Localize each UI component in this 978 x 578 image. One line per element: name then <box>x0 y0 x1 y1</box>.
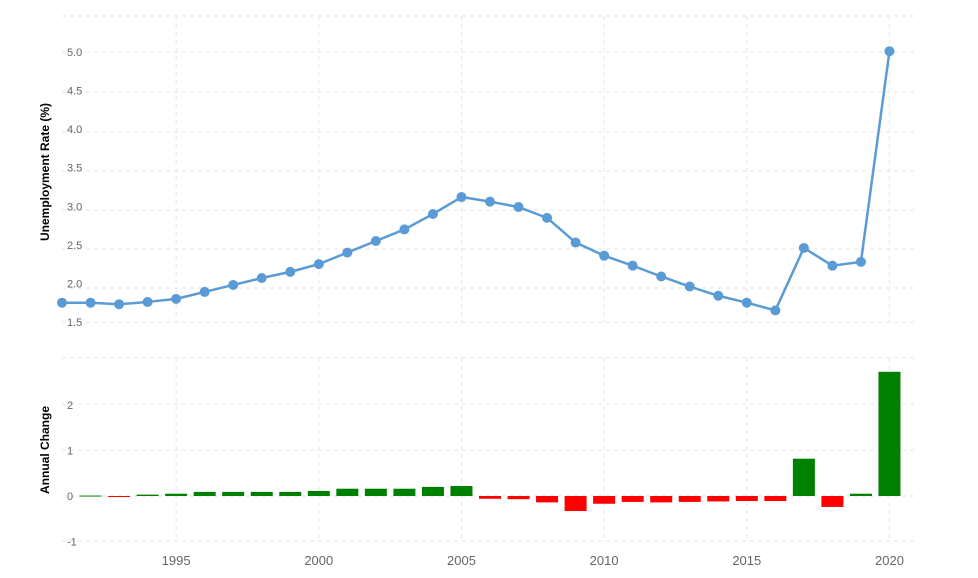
annual-change-bar <box>222 491 245 496</box>
unemployment-rate-point <box>313 259 324 270</box>
x-tick-label: 2020 <box>875 553 904 568</box>
annual-change-bar <box>593 496 616 504</box>
unemployment-rate-point <box>114 299 125 310</box>
line-panel-grid <box>62 15 918 323</box>
annual-change-bar <box>250 491 273 496</box>
unemployment-rate-point <box>485 196 495 207</box>
annual-change-bar <box>193 491 216 496</box>
annual-change-bar <box>421 486 444 496</box>
bar-y-tick-label: -1 <box>67 537 77 549</box>
unemployment-rate-point <box>256 273 267 284</box>
annual-change-bar <box>279 491 302 496</box>
annual-change-bar <box>393 488 416 496</box>
annual-change-bar <box>621 496 644 502</box>
unemployment-rate-point <box>827 260 838 271</box>
annual-change-bar <box>364 488 387 496</box>
annual-change-bar <box>536 496 559 503</box>
x-tick-label: 2010 <box>590 553 619 568</box>
unemployment-rate-point <box>142 296 153 307</box>
unemployment-rate-point <box>884 46 895 57</box>
annual-change-bar <box>792 458 815 496</box>
unemployment-rate-point <box>713 290 724 301</box>
unemployment-rate-point <box>513 202 524 213</box>
x-tick-label: 2000 <box>304 553 333 568</box>
line-y-tick-label: 5.0 <box>67 47 82 59</box>
annual-change-bar <box>450 485 473 496</box>
line-y-tick-label: 2.5 <box>67 240 82 252</box>
annual-change-bar <box>650 496 673 503</box>
annual-change-bar <box>821 496 844 507</box>
annual-change-bar <box>136 494 159 496</box>
line-y-tick-label: 4.5 <box>67 86 82 98</box>
line-y-tick-label: 1.5 <box>67 317 82 329</box>
unemployment-rate-point <box>399 224 410 235</box>
unemployment-rate-point <box>199 286 210 297</box>
line-y-tick-label: 2.0 <box>67 278 82 290</box>
annual-change-bar <box>336 488 359 496</box>
x-tick-label: 2015 <box>732 553 761 568</box>
unemployment-rate-point <box>798 242 809 253</box>
x-gridlines <box>175 16 890 541</box>
unemployment-rate-series <box>57 46 895 316</box>
unemployment-rate-point <box>456 192 467 203</box>
line-y-axis-label: Unemployment Rate (%) <box>38 103 52 241</box>
annual-change-bar <box>878 371 901 496</box>
unemployment-rate-point <box>285 266 296 277</box>
annual-change-bar <box>507 496 530 500</box>
annual-change-bar <box>108 496 131 497</box>
bar-panel-grid <box>62 357 918 542</box>
unemployment-rate-point <box>542 212 553 223</box>
unemployment-rate-point <box>427 209 438 219</box>
unemployment-rate-point <box>656 271 667 282</box>
unemployment-rate-point <box>85 297 96 308</box>
annual-change-bar <box>678 496 701 502</box>
annual-change-bars <box>79 371 901 512</box>
annual-change-bar <box>479 496 501 499</box>
annual-change-bar <box>735 496 758 502</box>
unemployment-rate-point <box>770 305 781 316</box>
unemployment-rate-point <box>599 250 610 261</box>
unemployment-rate-point <box>171 293 182 304</box>
unemployment-rate-point <box>342 247 353 258</box>
unemployment-rate-point <box>627 260 638 271</box>
annual-change-bar <box>764 496 787 502</box>
x-tick-label: 2005 <box>447 553 476 568</box>
unemployment-rate-point <box>684 281 695 292</box>
bar-y-tick-label: 2 <box>67 400 73 412</box>
unemployment-rate-point <box>228 279 239 290</box>
bar-y-axis-label: Annual Change <box>38 406 52 494</box>
axis-ticks: 1.5 2.0 2.5 3.0 3.5 4.0 4.5 5.0 -1 0 1 2 1995 2000 200… <box>67 47 904 568</box>
line-y-tick-label: 4.0 <box>67 124 82 136</box>
annual-change-bar <box>849 493 872 496</box>
unemployment-rate-point <box>570 237 581 248</box>
annual-change-bar <box>165 493 188 496</box>
annual-change-bar <box>707 496 730 502</box>
annual-change-bar <box>307 490 330 496</box>
bar-y-tick-label: 0 <box>67 491 73 503</box>
bar-y-tick-label: 1 <box>67 446 73 458</box>
unemployment-rate-point <box>370 236 381 246</box>
annual-change-bar <box>79 495 102 497</box>
line-y-tick-label: 3.5 <box>67 163 82 175</box>
unemployment-rate-point <box>57 297 67 308</box>
annual-change-bar <box>564 496 587 512</box>
unemployment-rate-line <box>62 51 891 312</box>
unemployment-rate-point <box>741 297 752 308</box>
x-tick-label: 1995 <box>162 553 191 568</box>
unemployment-rate-point <box>855 256 866 267</box>
line-y-tick-label: 3.0 <box>67 201 82 213</box>
